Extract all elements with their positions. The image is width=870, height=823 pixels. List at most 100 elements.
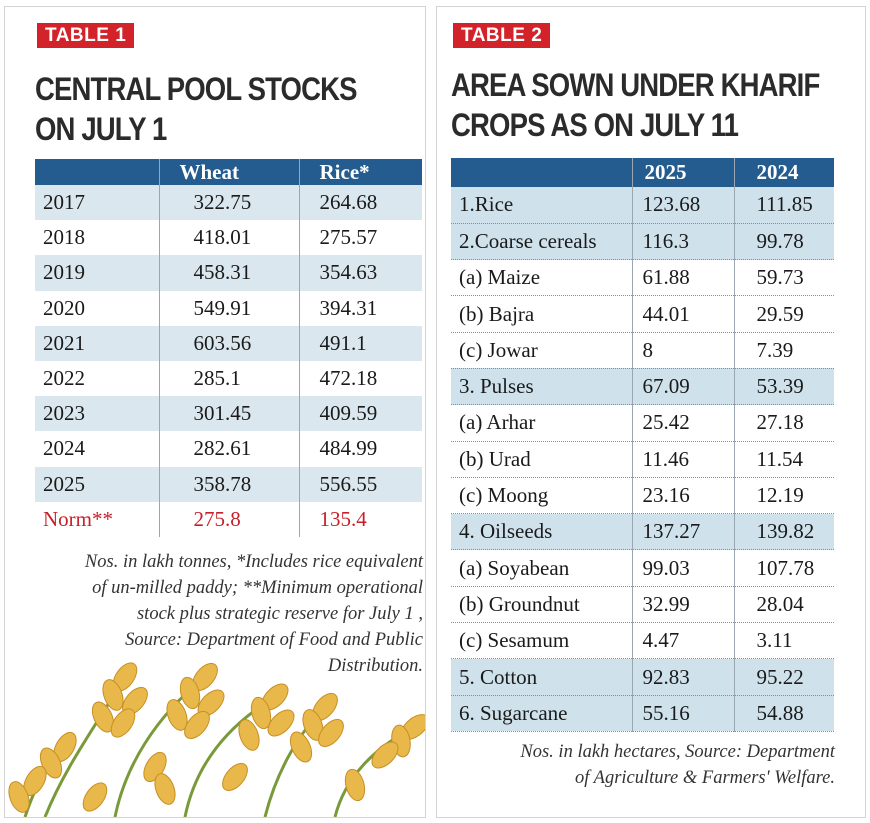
footnote-line: stock plus strategic reserve for July 1 … [136,604,423,624]
kharif-area-table: 2025 2024 1.Rice 123.68 111.85 2.Coarse … [451,158,834,732]
crop-cell: (c) Moong [451,477,632,515]
column-header-year [35,159,159,185]
value-2024-cell: 111.85 [733,187,834,224]
crop-cell: 5. Cotton [451,658,632,696]
table2-footnote: Nos. in lakh hectares, Source: Departmen… [451,739,835,791]
column-header-wheat: Wheat [158,159,299,185]
crop-cell: (a) Soyabean [451,549,632,587]
table-row: 2022 285.1 472.18 [35,360,422,397]
rice-cell: 491.1 [298,325,422,361]
wheat-illustration [8,662,425,817]
table1-panel: TABLE 1 CENTRAL POOL STOCKS ON JULY 1 Wh… [4,6,426,818]
value-2025-cell: 23.16 [631,477,734,515]
rice-cell: 409.59 [298,396,422,432]
value-2024-cell: 29.59 [733,295,834,333]
table1-title: CENTRAL POOL STOCKS ON JULY 1 [35,69,396,149]
year-cell: 2022 [43,366,85,391]
footnote-line: of un-milled paddy; **Minimum operationa… [92,578,423,598]
value-2024-cell: 95.22 [733,658,834,696]
value-2025-cell: 67.09 [631,368,734,406]
table-row: 4. Oilseeds 137.27 139.82 [451,513,834,551]
value-2024-cell: 107.78 [733,549,834,587]
table-row: 2020 549.91 394.31 [35,290,422,326]
table1-title-line2: ON JULY 1 [35,111,167,147]
wheat-cell: 458.31 [158,255,299,291]
value-2025-cell: 11.46 [631,441,734,478]
value-2024-cell: 27.18 [733,404,834,442]
table-row: 2023 301.45 409.59 [35,396,422,432]
table-row: 2021 603.56 491.1 [35,325,422,361]
value-2024-cell: 53.39 [733,368,834,406]
column-header-crop [451,158,632,187]
year-cell: 2021 [35,325,159,361]
footnote-line: Distribution. [327,656,423,676]
crop-cell: (b) Bajra [451,295,632,333]
wheat-cell: 301.45 [158,396,299,432]
table-row: (a) Maize 61.88 59.73 [451,259,834,297]
value-2024-cell: 59.73 [733,259,834,297]
table-row: (a) Arhar 25.42 27.18 [451,404,834,442]
value-2025-cell: 55.16 [631,695,734,732]
table-row: 2024 282.61 484.99 [35,431,422,467]
footnote-line: Nos. in lakh tonnes, *Includes rice equi… [84,552,423,572]
crop-cell: 1.Rice [451,187,632,224]
crop-cell: 3. Pulses [451,368,632,406]
column-header-2024: 2024 [733,158,834,187]
footnote-line: Nos. in lakh hectares, Source: Departmen… [520,742,835,762]
table1-footnote: Nos. in lakh tonnes, *Includes rice equi… [35,549,423,679]
value-2025-cell: 4.47 [631,622,734,660]
value-2025-cell: 92.83 [631,658,734,696]
value-2025-cell: 116.3 [631,223,734,261]
rice-cell: 354.63 [298,255,422,291]
table2-title-line2: CROPS AS ON JULY 11 [451,107,739,143]
central-pool-stocks-table: Wheat Rice* 2017 322.75 264.68 2018 418.… [35,159,422,537]
value-2024-cell: 3.11 [733,622,834,660]
value-2024-cell: 12.19 [733,477,834,515]
table-row: 3. Pulses 67.09 53.39 [451,368,834,406]
table-row: 5. Cotton 92.83 95.22 [451,658,834,696]
year-cell: 2018 [43,225,85,250]
value-2025-cell: 25.42 [631,404,734,442]
table-row: 2.Coarse cereals 116.3 99.78 [451,223,834,261]
table-row: (c) Sesamum 4.47 3.11 [451,622,834,660]
value-2025-cell: 32.99 [631,586,734,624]
crop-cell: (c) Jowar [451,332,632,369]
table1-badge: TABLE 1 [37,23,135,48]
table-row: 2019 458.31 354.63 [35,255,422,291]
wheat-cell: 275.8 [158,501,299,537]
year-cell: 2020 [43,295,85,320]
crop-cell: 2.Coarse cereals [451,223,632,261]
table-header-row: Wheat Rice* [35,159,422,185]
value-2024-cell: 7.39 [733,332,834,369]
rice-cell: 472.18 [298,360,422,397]
rice-cell: 394.31 [298,290,422,326]
value-2025-cell: 8 [631,332,734,369]
value-2025-cell: 99.03 [631,549,734,587]
wheat-cell: 358.78 [158,466,299,502]
column-header-2025: 2025 [631,158,734,187]
rice-cell: 556.55 [298,466,422,502]
table-row: 2018 418.01 275.57 [35,220,422,256]
crop-cell: (a) Arhar [451,404,632,442]
table-row: (a) Soyabean 99.03 107.78 [451,549,834,587]
table2-title: AREA SOWN UNDER KHARIF CROPS AS ON JULY … [451,65,847,145]
rice-cell: 484.99 [298,431,422,467]
table-row: (b) Urad 11.46 11.54 [451,441,834,478]
crop-cell: (a) Maize [451,259,632,297]
year-cell: 2023 [35,396,159,432]
value-2025-cell: 123.68 [631,187,734,224]
year-cell: 2019 [35,255,159,291]
table1-title-line1: CENTRAL POOL STOCKS [35,71,357,107]
wheat-cell: 418.01 [158,220,299,256]
value-2024-cell: 139.82 [733,513,834,551]
crop-cell: 4. Oilseeds [451,513,632,551]
year-cell: 2024 [43,436,85,461]
table-row: 6. Sugarcane 55.16 54.88 [451,695,834,732]
norm-label-cell: Norm** [43,506,113,531]
norm-row: Norm** 275.8 135.4 [35,501,422,537]
rice-cell: 264.68 [298,185,422,221]
value-2025-cell: 61.88 [631,259,734,297]
wheat-cell: 285.1 [158,360,299,397]
value-2024-cell: 99.78 [733,223,834,261]
table-row: (c) Jowar 8 7.39 [451,332,834,369]
